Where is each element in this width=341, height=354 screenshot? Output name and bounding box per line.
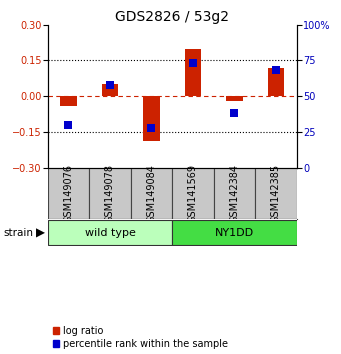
Text: GSM141569: GSM141569 bbox=[188, 164, 198, 223]
Point bbox=[190, 61, 196, 66]
Point bbox=[273, 68, 279, 73]
Text: ▶: ▶ bbox=[36, 226, 45, 239]
Bar bbox=[172, 220, 297, 246]
Title: GDS2826 / 53g2: GDS2826 / 53g2 bbox=[115, 10, 229, 24]
Text: strain: strain bbox=[3, 228, 33, 238]
Bar bbox=[131, 167, 172, 219]
Point bbox=[107, 82, 113, 87]
Bar bbox=[143, 96, 160, 141]
Text: wild type: wild type bbox=[85, 228, 135, 238]
Text: GSM149076: GSM149076 bbox=[63, 164, 73, 223]
Text: GSM149078: GSM149078 bbox=[105, 164, 115, 223]
Text: GSM142384: GSM142384 bbox=[229, 164, 239, 223]
Text: GSM142385: GSM142385 bbox=[271, 164, 281, 223]
Point bbox=[232, 110, 237, 116]
Bar bbox=[268, 68, 284, 96]
Point bbox=[66, 122, 71, 127]
Text: GSM149084: GSM149084 bbox=[147, 164, 157, 223]
Bar bbox=[185, 48, 201, 96]
Point bbox=[149, 125, 154, 130]
Bar bbox=[214, 167, 255, 219]
Bar bbox=[226, 96, 243, 101]
Bar bbox=[89, 167, 131, 219]
Text: NY1DD: NY1DD bbox=[215, 228, 254, 238]
Bar bbox=[48, 220, 172, 246]
Bar bbox=[255, 167, 297, 219]
Bar bbox=[102, 84, 118, 96]
Bar bbox=[48, 167, 89, 219]
Bar bbox=[172, 167, 214, 219]
Bar bbox=[60, 96, 77, 106]
Legend: log ratio, percentile rank within the sample: log ratio, percentile rank within the sa… bbox=[53, 326, 228, 349]
